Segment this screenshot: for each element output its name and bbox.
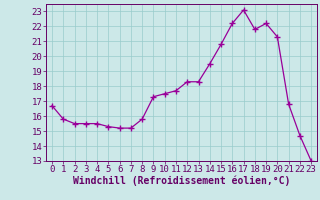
X-axis label: Windchill (Refroidissement éolien,°C): Windchill (Refroidissement éolien,°C) (73, 176, 290, 186)
